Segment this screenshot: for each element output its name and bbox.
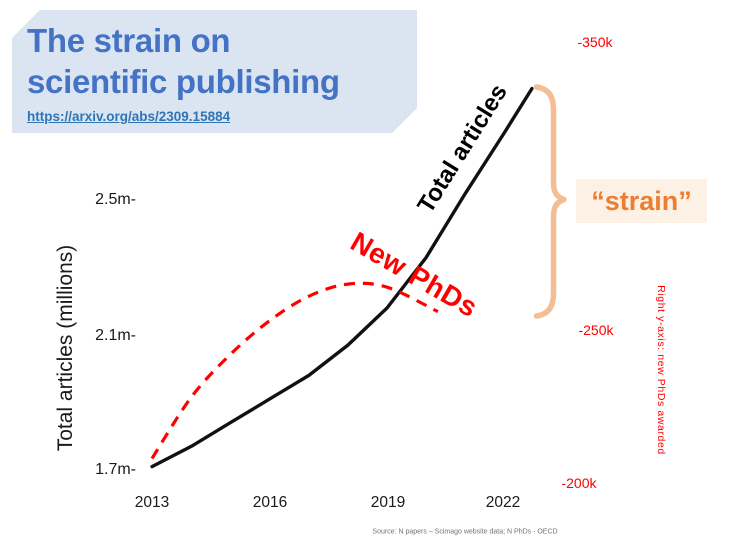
right-tick-250k: -250k bbox=[578, 322, 614, 338]
y-tick-2-1m: 2.1m- bbox=[95, 327, 136, 344]
slide-title-line-1: The strain on bbox=[27, 22, 231, 59]
strain-brace-icon bbox=[533, 84, 567, 319]
right-axis-title: Right y-axis: new PhDs awarded bbox=[655, 285, 667, 455]
title-block: The strain on scientific publishing http… bbox=[12, 10, 417, 133]
strain-callout: “strain” bbox=[576, 179, 707, 223]
x-tick-2022: 2022 bbox=[485, 494, 521, 511]
total-articles-line bbox=[150, 86, 534, 469]
slide-title-line-2: scientific publishing bbox=[27, 63, 340, 100]
y-tick-2-5m: 2.5m- bbox=[95, 191, 136, 208]
left-axis-title: Total articles (millions) bbox=[54, 244, 77, 452]
right-tick-200k: -200k bbox=[561, 475, 597, 491]
x-tick-2013: 2013 bbox=[134, 494, 170, 511]
source-note: Source: N papers – Scimago website data;… bbox=[372, 528, 558, 536]
new-phds-line bbox=[150, 281, 439, 460]
slide-title: The strain on scientific publishing bbox=[27, 20, 417, 102]
x-tick-2019: 2019 bbox=[370, 494, 406, 511]
x-tick-2016: 2016 bbox=[252, 494, 288, 511]
right-tick-350k: -350k bbox=[577, 34, 613, 50]
y-tick-1-7m: 1.7m- bbox=[95, 461, 136, 478]
arxiv-link[interactable]: https://arxiv.org/abs/2309.15884 bbox=[27, 109, 231, 124]
